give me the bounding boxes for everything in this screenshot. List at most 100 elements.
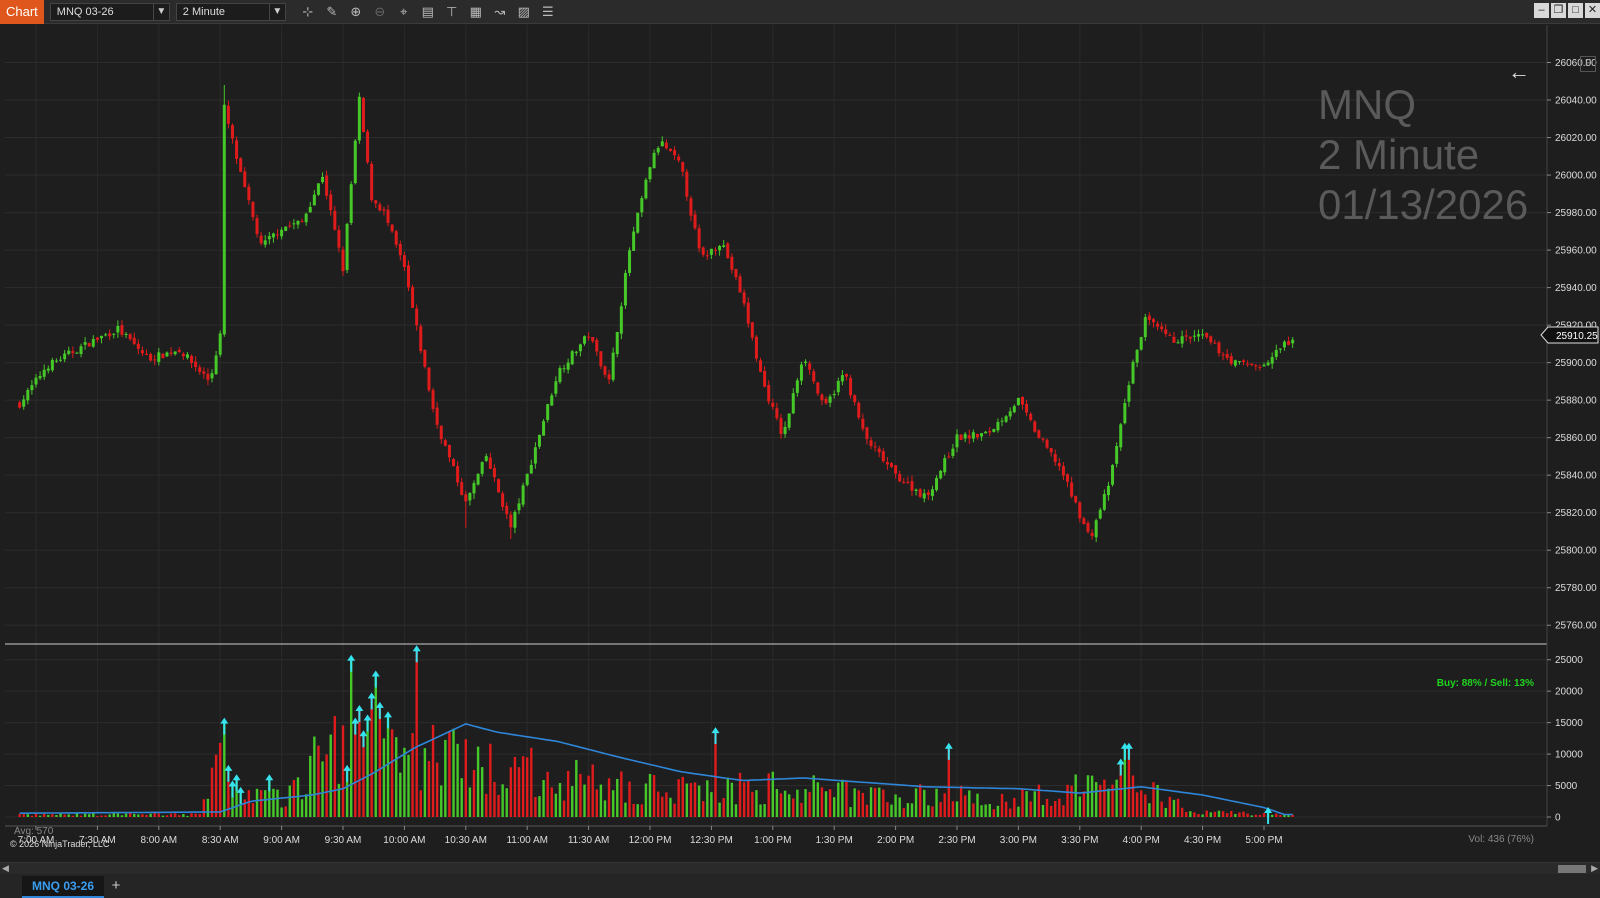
volume-bar xyxy=(378,706,382,817)
volume-bar xyxy=(968,790,971,817)
candle-body xyxy=(566,362,570,370)
candle-body xyxy=(226,105,230,124)
list-icon[interactable]: ☰ xyxy=(541,3,554,19)
candle-body xyxy=(50,359,54,371)
volume-bar xyxy=(1013,797,1016,817)
candle-body xyxy=(865,427,869,440)
back-arrow-icon[interactable]: ← xyxy=(1508,59,1530,84)
candle-body xyxy=(300,221,304,223)
tab-mnq[interactable]: MNQ 03-26 xyxy=(22,876,105,898)
volume-bar xyxy=(30,815,34,817)
volume-bar xyxy=(898,797,901,817)
candle-body xyxy=(1029,413,1033,421)
candle-body xyxy=(693,214,697,229)
candle-body xyxy=(341,249,345,272)
volume-bar xyxy=(526,757,529,817)
zoom-out-icon[interactable]: ⊖ xyxy=(374,3,386,19)
pencil-icon[interactable]: ✎ xyxy=(326,3,338,19)
price-tick-label: 25780.00 xyxy=(1555,583,1597,594)
volume-bar xyxy=(63,814,66,817)
volume-bar xyxy=(783,790,787,817)
candle-body xyxy=(840,375,844,382)
candle-body xyxy=(214,355,218,375)
chart-app-label[interactable]: Chart xyxy=(0,0,44,24)
time-tick-label: 7:00 AM xyxy=(18,835,55,846)
volume-bar xyxy=(1225,813,1229,817)
price-tick-label: 25840.00 xyxy=(1555,471,1597,482)
volume-bar xyxy=(595,789,598,817)
candle-body xyxy=(951,448,955,456)
candle-body xyxy=(644,179,648,199)
volume-bar xyxy=(178,815,181,817)
volume-bar xyxy=(456,743,459,817)
candle-body xyxy=(750,322,754,338)
volume-bar xyxy=(1287,815,1290,817)
candle-body xyxy=(333,210,337,230)
volume-bar xyxy=(513,756,517,817)
f-button[interactable]: F xyxy=(1580,56,1596,72)
scroll-thumb[interactable] xyxy=(1558,865,1586,873)
volume-bar xyxy=(419,790,422,817)
volume-bar xyxy=(264,790,267,817)
candle-body xyxy=(165,352,169,357)
zoom-in-icon[interactable]: ⊕ xyxy=(350,3,362,19)
price-tick-label: 25880.00 xyxy=(1555,396,1597,407)
data-box-icon[interactable]: ▤ xyxy=(421,3,434,19)
strategies-icon[interactable]: ▦ xyxy=(469,3,482,19)
candle-body xyxy=(1078,502,1082,519)
volume-bar xyxy=(108,814,111,817)
price-tick-label: 25760.00 xyxy=(1555,621,1597,632)
volume-bar xyxy=(886,802,889,817)
volume-bar xyxy=(1041,804,1045,817)
chart-canvas[interactable]: 26060.00 26040.00 26020.00 26000.00 25980.00… xyxy=(0,25,1600,863)
volume-bar xyxy=(910,803,914,817)
maximize-icon[interactable]: □ xyxy=(1568,3,1583,18)
volume-bar xyxy=(914,788,918,817)
volume-bar xyxy=(853,788,856,817)
bar-type-icon[interactable]: ⊹ xyxy=(302,3,314,19)
candle-body xyxy=(1012,406,1016,413)
candle-body xyxy=(427,367,431,391)
candle-body xyxy=(935,477,939,491)
chevron-down-icon[interactable]: ▼ xyxy=(152,3,169,20)
candle-body xyxy=(1221,354,1225,356)
volume-bar xyxy=(1127,747,1131,817)
volume-bar xyxy=(427,760,431,817)
add-tab-button[interactable]: + xyxy=(111,877,121,894)
candle-body xyxy=(980,433,984,437)
restore-icon[interactable]: ❐ xyxy=(1551,3,1566,18)
volume-bar xyxy=(251,803,255,817)
minimize-icon[interactable]: – xyxy=(1534,3,1549,18)
volume-bar xyxy=(313,736,316,817)
candle-body xyxy=(452,458,456,467)
volume-bar xyxy=(349,659,353,817)
candle-body xyxy=(513,511,517,528)
interval-selector[interactable]: 2 Minute ▼ xyxy=(175,2,286,21)
candle-body xyxy=(83,342,87,345)
candle-body xyxy=(918,489,922,497)
volume-bar xyxy=(959,785,963,817)
candle-body xyxy=(419,326,423,352)
chevron-down-icon[interactable]: ▼ xyxy=(268,3,285,20)
candle-body xyxy=(914,489,918,491)
templates-icon[interactable]: ▨ xyxy=(517,3,530,19)
spike-arrow-icon xyxy=(367,692,376,699)
close-icon[interactable]: ✕ xyxy=(1585,3,1600,18)
indicators-icon[interactable]: ↝ xyxy=(494,3,506,19)
candle-body xyxy=(284,226,288,231)
candle-body xyxy=(1074,496,1078,503)
candle-body xyxy=(206,373,210,380)
chart-area[interactable]: 26060.00 26040.00 26020.00 26000.00 25980.00… xyxy=(0,25,1600,863)
candle-body xyxy=(791,393,795,414)
properties-icon[interactable]: ⊤ xyxy=(446,3,458,19)
volume-bar xyxy=(1148,803,1151,817)
volume-bar xyxy=(902,808,905,817)
volume-bar xyxy=(104,815,107,817)
crosshair-icon[interactable]: ⌖ xyxy=(400,3,408,19)
scroll-left-icon[interactable]: ◀ xyxy=(2,863,9,873)
instrument-selector[interactable]: MNQ 03-26 ▼ xyxy=(49,2,170,21)
buy-sell-label: Buy: 88% / Sell: 13% xyxy=(1436,678,1534,689)
horizontal-scrollbar[interactable]: ◀ ▶ xyxy=(0,862,1600,874)
volume-bar xyxy=(841,779,844,817)
scroll-right-icon[interactable]: ▶ xyxy=(1591,863,1598,873)
